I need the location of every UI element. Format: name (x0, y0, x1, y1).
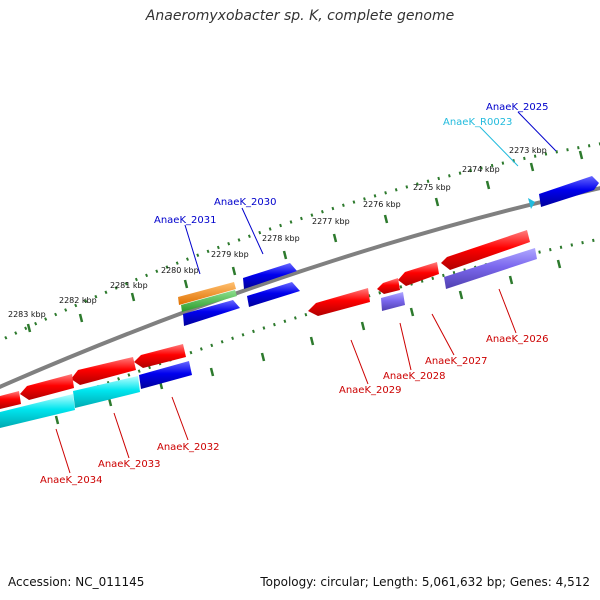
genome-backbone (0, 186, 600, 390)
kbp-label-2281: 2281 kbp (110, 281, 148, 290)
rrna-marker-r0023[interactable] (528, 198, 535, 209)
kbp-label-2278: 2278 kbp (262, 234, 300, 243)
inner-major-ticks (54, 259, 562, 425)
gene-label-2033: AnaeK_2033 (98, 459, 160, 470)
kbp-label-2275: 2275 kbp (413, 183, 451, 192)
gene-arrow-2026[interactable] (441, 230, 530, 270)
gene-arrow-2025[interactable] (539, 176, 599, 207)
kbp-label-2276: 2276 kbp (363, 200, 401, 209)
gene-arrow-left-edge[interactable] (0, 391, 21, 409)
gene-arrow-2027[interactable] (398, 262, 439, 286)
gene-label-2025: AnaeK_2025 (486, 102, 548, 113)
map-title: Anaeromyxobacter sp. K, complete genome (145, 8, 455, 24)
kbp-scale: 2273 kbp 2274 kbp 2275 kbp 2276 kbp 2277… (8, 146, 547, 319)
gene-arrow-2034[interactable] (20, 374, 74, 400)
reverse-features (0, 230, 537, 428)
rrna-feature-2034[interactable] (0, 394, 75, 428)
kbp-label-2274: 2274 kbp (462, 165, 500, 174)
gene-label-2028: AnaeK_2028 (383, 371, 445, 382)
gene-arrow-2031[interactable] (183, 300, 240, 326)
gene-arrow-2032[interactable] (134, 344, 186, 368)
gene-label-2031: AnaeK_2031 (154, 215, 216, 226)
gene-label-2027: AnaeK_2027 (425, 356, 487, 367)
gene-label-2029: AnaeK_2029 (339, 385, 401, 396)
rrna-feature-2033[interactable] (73, 376, 140, 408)
genome-stats-text: Topology: circular; Length: 5,061,632 bp… (260, 575, 590, 589)
outer-major-ticks (26, 150, 584, 333)
gene-arrow-2028[interactable] (377, 278, 400, 294)
gene-label-r0023: AnaeK_R0023 (443, 117, 512, 128)
forward-features (178, 176, 599, 326)
kbp-label-2279: 2279 kbp (211, 250, 249, 259)
trna-feature-2026[interactable] (444, 248, 537, 289)
leader-lines (55, 111, 557, 474)
trna-feature-2028[interactable] (381, 292, 405, 311)
trna-feature-2032[interactable] (139, 361, 192, 389)
kbp-label-2283: 2283 kbp (8, 310, 46, 319)
gene-label-2030: AnaeK_2030 (214, 197, 276, 208)
misc-feature-green[interactable] (181, 290, 237, 312)
gene-label-2032: AnaeK_2032 (157, 442, 219, 453)
kbp-label-2280: 2280 kbp (161, 266, 199, 275)
gene-arrow-2029[interactable] (308, 288, 370, 316)
gene-label-2034: AnaeK_2034 (40, 475, 102, 486)
gene-label-2026: AnaeK_2026 (486, 334, 548, 345)
gene-arrow-2030-upper[interactable] (243, 263, 297, 289)
gene-arrow-2030-lower[interactable] (247, 282, 300, 307)
misc-feature-orange[interactable] (178, 282, 236, 305)
accession-text: Accession: NC_011145 (8, 575, 145, 589)
gene-labels: AnaeK_2025 AnaeK_R0023 AnaeK_2026 AnaeK_… (40, 102, 548, 486)
gene-arrow-2033[interactable] (71, 357, 136, 385)
kbp-label-2273: 2273 kbp (509, 146, 547, 155)
kbp-label-2282: 2282 kbp (59, 296, 97, 305)
kbp-label-2277: 2277 kbp (312, 217, 350, 226)
